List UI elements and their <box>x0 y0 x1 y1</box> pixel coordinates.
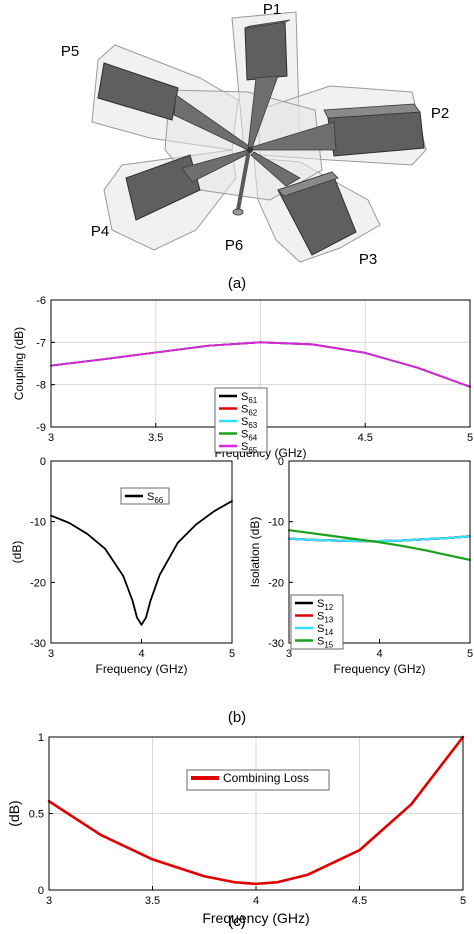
x-axis-label: Frequency (GHz) <box>202 910 309 926</box>
y-tick-label: -30 <box>268 638 284 650</box>
legend: Combining Loss <box>186 769 330 791</box>
x-tick-label: 4.5 <box>358 432 373 444</box>
y-tick-label: -8 <box>36 380 46 392</box>
x-tick-label: 5 <box>460 895 466 907</box>
series-line-combining-loss <box>47 735 465 886</box>
x-tick-label: 4 <box>376 648 382 660</box>
x-tick-label: 4 <box>253 895 259 907</box>
x-tick-label: 5 <box>467 648 473 660</box>
waveguide-p1 <box>244 21 288 81</box>
x-axis-label: Frequency (GHz) <box>333 662 425 676</box>
series-line-s15 <box>287 529 472 561</box>
y-tick-label: -20 <box>268 577 284 589</box>
port-label-p1: P1 <box>263 1 281 18</box>
probe-p6 <box>236 149 251 211</box>
panel-caption: (a) <box>228 275 246 292</box>
y-axis-label: Coupling (dB) <box>12 327 26 400</box>
waveguide-p3-top <box>277 171 339 197</box>
reflection-chart: 3 4 5 -30 -20 -10 0 Frequency (GHz) (dB) S66 <box>10 456 235 676</box>
legend-entry: S14 <box>317 623 334 637</box>
legend-entry: S63 <box>241 416 258 430</box>
series-line-s14 <box>287 535 472 543</box>
legend-entry: S12 <box>317 598 334 612</box>
waveguide-p1-top <box>244 19 291 29</box>
y-axis-label: (dB) <box>6 800 22 826</box>
waveguide-p2-top <box>323 103 421 119</box>
y-tick-label: -9 <box>36 422 46 434</box>
legend-entry: S64 <box>241 429 258 443</box>
waveguide-p2 <box>327 111 425 157</box>
x-tick-label: 4.5 <box>352 895 367 907</box>
panel-caption: (b) <box>228 709 246 726</box>
y-tick-label: -30 <box>30 638 46 650</box>
x-tick-label: 3.5 <box>148 432 163 444</box>
waveguide-p4 <box>125 154 201 221</box>
probe-p6-end <box>232 208 244 216</box>
y-tick-label: 0 <box>40 456 46 468</box>
y-tick-label: -10 <box>30 517 46 529</box>
x-tick-label: 3 <box>46 895 52 907</box>
center-junction <box>247 147 253 153</box>
x-tick-label: 5 <box>229 648 235 660</box>
y-tick-label: -7 <box>36 337 46 349</box>
y-tick-label: 1 <box>38 732 44 744</box>
device-illustration <box>91 11 427 263</box>
port-label-p5: P5 <box>61 43 79 60</box>
x-axis-label: Frequency (GHz) <box>95 662 187 676</box>
combining-loss-chart: 3 3.5 4 4.5 5 0 0.5 1 Frequency (GHz) (dB) Combini… <box>6 732 466 926</box>
isolation-chart: 3 4 5 -30 -20 -10 0 Frequency (GHz) Isolation (d… <box>248 456 473 676</box>
x-tick-label: 3.5 <box>145 895 160 907</box>
legend-entry: S65 <box>241 441 258 455</box>
y-tick-label: 0.5 <box>29 809 44 821</box>
x-tick-label: 4 <box>138 648 144 660</box>
legend-entry: S13 <box>317 611 334 625</box>
series-line-s65 <box>50 341 471 388</box>
legend-entry: S66 <box>147 491 164 505</box>
y-tick-label: 0 <box>278 456 284 468</box>
port-label-p6: P6 <box>225 237 243 254</box>
x-tick-label: 3 <box>48 648 54 660</box>
series-line-s66 <box>50 500 233 626</box>
y-tick-label: -10 <box>268 517 284 529</box>
taper-p3 <box>250 151 301 187</box>
port-label-p4: P4 <box>91 223 109 240</box>
legend-entry: S62 <box>241 404 258 418</box>
y-tick-label: 0 <box>38 885 44 897</box>
port-label-p3: P3 <box>359 251 377 268</box>
legend-box <box>120 487 170 505</box>
x-tick-label: 3 <box>48 432 54 444</box>
panel-caption: (c) <box>228 913 246 930</box>
x-tick-label: 5 <box>467 432 473 444</box>
legend-entry: S15 <box>317 636 334 650</box>
y-axis-label: Isolation (dB) <box>248 517 262 588</box>
legend: S66 <box>120 487 170 505</box>
y-axis-label: (dB) <box>10 541 24 564</box>
legend-entry: S61 <box>241 391 258 405</box>
legend-entry: Combining Loss <box>223 771 309 785</box>
x-tick-label: 3 <box>286 648 292 660</box>
y-tick-label: -20 <box>30 577 46 589</box>
port-label-p2: P2 <box>431 105 449 122</box>
legend-box <box>186 769 330 791</box>
y-tick-label: -6 <box>36 295 46 307</box>
waveguide-p5 <box>97 62 179 121</box>
